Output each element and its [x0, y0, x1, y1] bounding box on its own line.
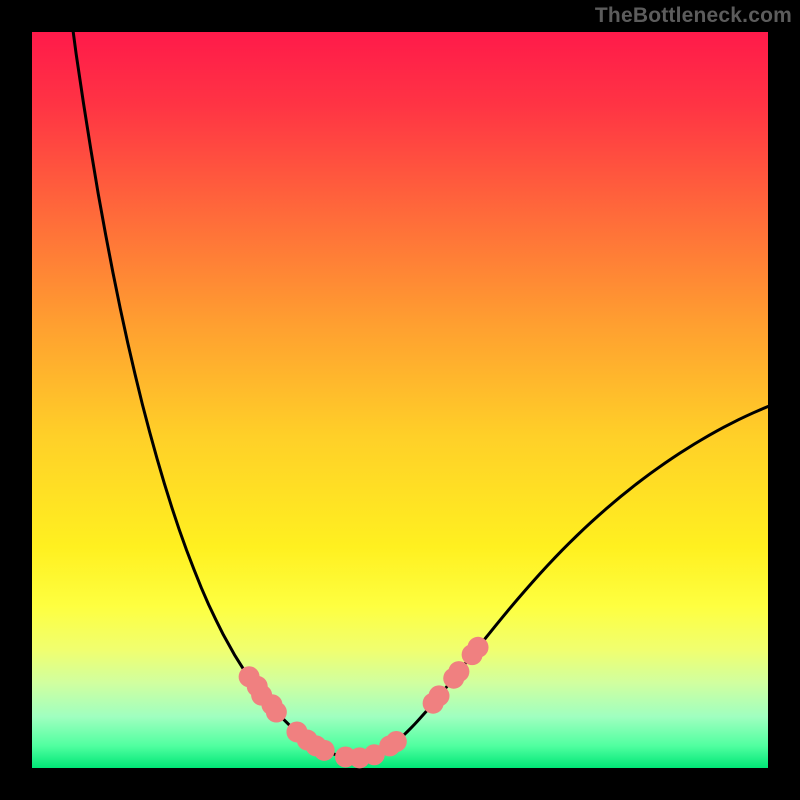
marker-point [314, 740, 335, 761]
marker-point [468, 637, 489, 658]
marker-point [429, 685, 450, 706]
chart-stage: TheBottleneck.com [0, 0, 800, 800]
bottleneck-curve-chart [0, 0, 800, 800]
marker-point [386, 731, 407, 752]
marker-point [448, 661, 469, 682]
marker-point [266, 702, 287, 723]
watermark-text: TheBottleneck.com [595, 0, 800, 28]
